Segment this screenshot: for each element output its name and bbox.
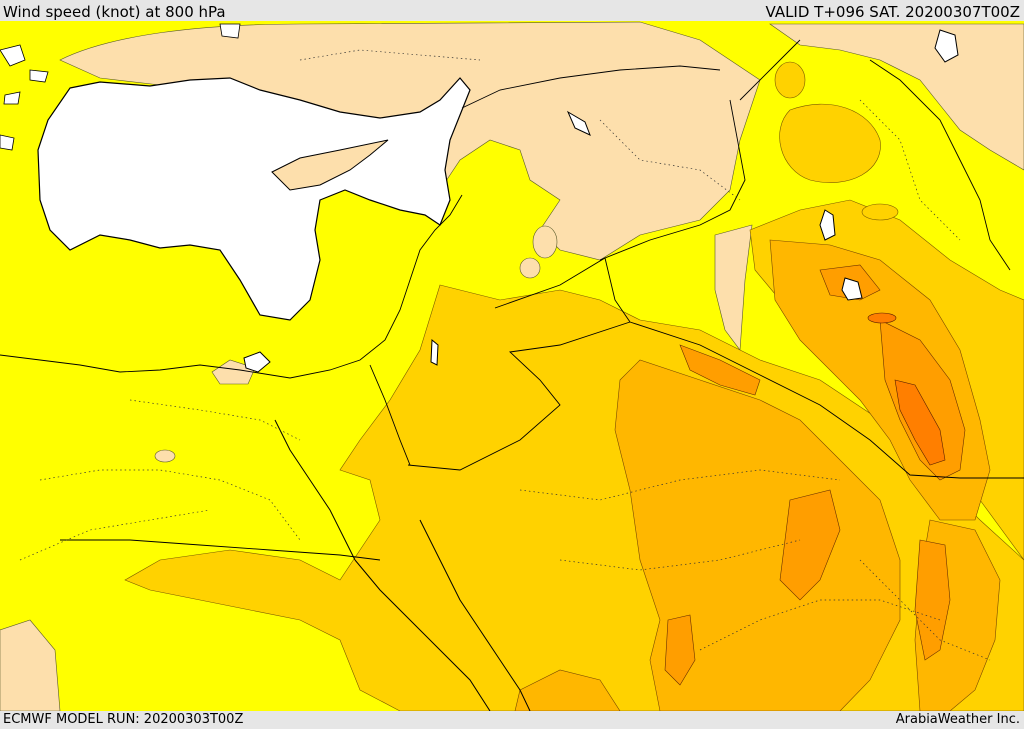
orange-zone-north-blob [779, 103, 881, 183]
peach-zone-delta [211, 359, 256, 385]
wind-speed-map [0, 21, 1024, 711]
peach-spot-6 [519, 257, 541, 279]
orange-spot-2 [774, 61, 806, 99]
peach-spot-1 [532, 225, 558, 259]
map-title: Wind speed (knot) at 800 hPa [3, 3, 226, 21]
core-zone-center [679, 344, 761, 396]
lake-north [566, 110, 591, 136]
lake-east-2 [841, 277, 863, 301]
peach-zone-west-corner [0, 619, 61, 711]
valid-time: VALID T+096 SAT. 20200307T00Z [765, 3, 1020, 21]
core-zone-southwest [664, 614, 696, 686]
lake-east [819, 209, 836, 241]
brand-label: ArabiaWeather Inc. [895, 712, 1020, 727]
nile-delta [243, 351, 271, 373]
border-iraq-iran [599, 39, 801, 261]
lake-van [934, 29, 959, 63]
orange-spot-1 [861, 203, 899, 221]
dead-sea [430, 338, 439, 366]
border-iran-iraq-east [869, 59, 1011, 271]
borders [0, 39, 1024, 561]
strong-zone-south [514, 669, 621, 711]
coastline-levant [0, 194, 463, 379]
footer-bar: ECMWF MODEL RUN: 20200303T00Z ArabiaWeat… [0, 711, 1024, 729]
aegean-islands [0, 23, 241, 151]
border-egypt-israel [369, 364, 411, 466]
border-iraq-saudi [629, 321, 1024, 479]
red-sea-outline [354, 559, 491, 711]
red-sea-east-outline [419, 519, 531, 711]
core-zone-south [779, 489, 841, 601]
extreme-zone-1 [894, 379, 946, 466]
extreme-zone-2 [867, 312, 897, 324]
peach-spot-4 [154, 449, 176, 463]
border-turkey-syria [461, 65, 721, 109]
extreme-wind-zones [867, 312, 946, 466]
core-zone-southeast [914, 539, 951, 661]
cyprus-island [271, 139, 389, 191]
mediterranean-sea [37, 77, 471, 321]
border-egypt-sudan [60, 539, 381, 561]
province-lines [19, 49, 991, 661]
header-bar: Wind speed (knot) at 800 hPa VALID T+096… [0, 0, 1024, 21]
peach-zone-northeast [769, 23, 1024, 171]
model-run-label: ECMWF MODEL RUN: 20200303T00Z [3, 712, 244, 727]
border-jordan-saudi [407, 321, 631, 471]
gulf-of-suez-outline [274, 419, 356, 561]
